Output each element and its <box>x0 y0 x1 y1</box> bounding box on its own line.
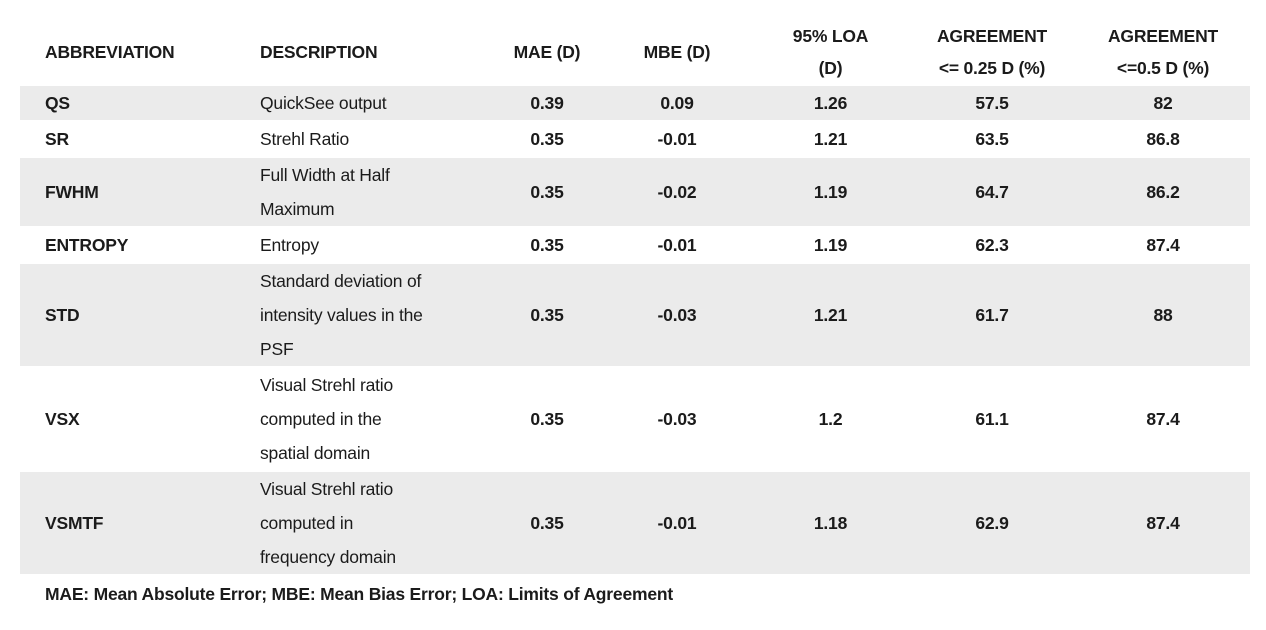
metrics-table-container: ABBREVIATION DESCRIPTION MAE (D) MBE (D)… <box>20 18 1250 607</box>
cell-abbreviation: FWHM <box>20 158 235 226</box>
cell-agreement-05: 86.2 <box>1076 158 1250 226</box>
cell-mae: 0.35 <box>493 228 601 262</box>
table-row: ENTROPY Entropy 0.35 -0.01 1.19 62.3 87.… <box>20 228 1250 262</box>
col-header-abbreviation: ABBREVIATION <box>45 42 175 62</box>
cell-description: Standard deviation of intensity values i… <box>235 264 493 366</box>
cell-abbreviation: STD <box>20 264 235 366</box>
cell-loa: 1.26 <box>753 86 908 120</box>
cell-agreement-05: 82 <box>1076 86 1250 120</box>
cell-mae: 0.35 <box>493 158 601 226</box>
col-header-agreement-025: AGREEMENT <= 0.25 D (%) <box>936 26 1047 78</box>
cell-abbreviation: VSX <box>20 368 235 470</box>
table-row: FWHM Full Width at Half Maximum 0.35 -0.… <box>20 158 1250 226</box>
cell-mae: 0.35 <box>493 264 601 366</box>
cell-agreement-025: 61.1 <box>908 368 1076 470</box>
cell-mae: 0.35 <box>493 122 601 156</box>
table-row: QS QuickSee output 0.39 0.09 1.26 57.5 8… <box>20 86 1250 120</box>
cell-description: Full Width at Half Maximum <box>235 158 493 226</box>
cell-agreement-05: 87.4 <box>1076 228 1250 262</box>
cell-mbe: -0.01 <box>601 228 753 262</box>
cell-mbe: -0.03 <box>601 368 753 470</box>
cell-description: Visual Strehl ratio computed in the spat… <box>235 368 493 470</box>
cell-loa: 1.18 <box>753 472 908 574</box>
cell-agreement-025: 64.7 <box>908 158 1076 226</box>
cell-mbe: 0.09 <box>601 86 753 120</box>
cell-abbreviation: ENTROPY <box>20 228 235 262</box>
cell-description: Entropy <box>235 228 493 262</box>
cell-loa: 1.19 <box>753 228 908 262</box>
cell-mbe: -0.01 <box>601 472 753 574</box>
cell-agreement-05: 88 <box>1076 264 1250 366</box>
metrics-table: ABBREVIATION DESCRIPTION MAE (D) MBE (D)… <box>20 18 1250 576</box>
cell-agreement-025: 62.3 <box>908 228 1076 262</box>
cell-description: Visual Strehl ratio computed in frequenc… <box>235 472 493 574</box>
cell-mbe: -0.03 <box>601 264 753 366</box>
cell-abbreviation: QS <box>20 86 235 120</box>
col-header-description: DESCRIPTION <box>260 42 378 62</box>
cell-mae: 0.39 <box>493 86 601 120</box>
table-row: SR Strehl Ratio 0.35 -0.01 1.21 63.5 86.… <box>20 122 1250 156</box>
cell-mae: 0.35 <box>493 368 601 470</box>
cell-loa: 1.19 <box>753 158 908 226</box>
table-row: VSMTF Visual Strehl ratio computed in fr… <box>20 472 1250 574</box>
table-row: VSX Visual Strehl ratio computed in the … <box>20 368 1250 470</box>
cell-loa: 1.21 <box>753 264 908 366</box>
cell-agreement-025: 63.5 <box>908 122 1076 156</box>
table-footnote: MAE: Mean Absolute Error; MBE: Mean Bias… <box>45 584 673 604</box>
col-header-mbe: MBE (D) <box>643 42 711 62</box>
cell-abbreviation: SR <box>20 122 235 156</box>
cell-mae: 0.35 <box>493 472 601 574</box>
cell-agreement-05: 86.8 <box>1076 122 1250 156</box>
cell-agreement-05: 87.4 <box>1076 368 1250 470</box>
cell-mbe: -0.01 <box>601 122 753 156</box>
table-row: STD Standard deviation of intensity valu… <box>20 264 1250 366</box>
cell-description: QuickSee output <box>235 86 493 120</box>
col-header-agreement-05: AGREEMENT <=0.5 D (%) <box>1107 26 1218 78</box>
cell-agreement-025: 61.7 <box>908 264 1076 366</box>
cell-loa: 1.2 <box>753 368 908 470</box>
cell-abbreviation: VSMTF <box>20 472 235 574</box>
cell-agreement-05: 87.4 <box>1076 472 1250 574</box>
cell-loa: 1.21 <box>753 122 908 156</box>
header-row: ABBREVIATION DESCRIPTION MAE (D) MBE (D)… <box>20 20 1250 84</box>
cell-mbe: -0.02 <box>601 158 753 226</box>
cell-agreement-025: 62.9 <box>908 472 1076 574</box>
col-header-loa: 95% LOA (D) <box>792 26 869 78</box>
col-header-mae: MAE (D) <box>513 42 581 62</box>
cell-description: Strehl Ratio <box>235 122 493 156</box>
cell-agreement-025: 57.5 <box>908 86 1076 120</box>
